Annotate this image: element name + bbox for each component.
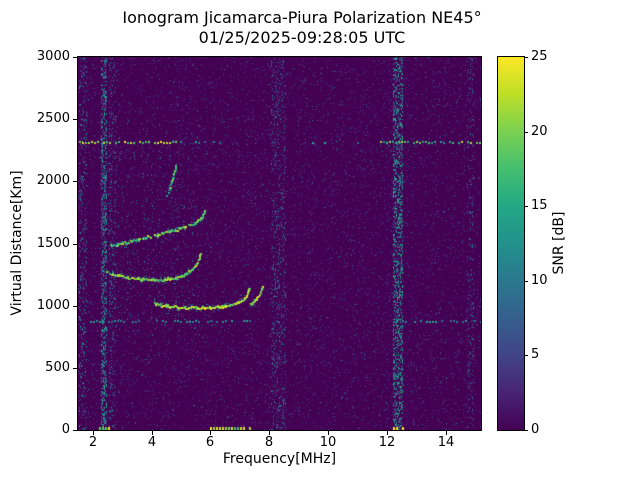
y-tick-mark — [73, 244, 77, 245]
chart-subtitle: 01/25/2025-09:28:05 UTC — [198, 28, 406, 47]
x-tick-mark — [93, 431, 94, 435]
y-tick-mark — [73, 306, 77, 307]
x-tick-label: 14 — [437, 435, 455, 450]
colorbar-tick-mark — [524, 132, 528, 133]
colorbar-tick-mark — [524, 57, 528, 58]
y-tick-mark — [73, 119, 77, 120]
y-axis-label: Virtual Distance[Km] — [9, 170, 25, 316]
y-tick-label: 0 — [61, 422, 70, 437]
x-tick-label: 2 — [88, 435, 98, 450]
x-tick-mark — [387, 431, 388, 435]
colorbar-tick-mark — [524, 355, 528, 356]
plot-frame — [77, 56, 482, 431]
x-tick-label: 6 — [205, 435, 215, 450]
chart-title: Ionogram Jicamarca-Piura Polarization NE… — [122, 8, 482, 27]
y-tick-label: 1500 — [36, 236, 70, 251]
colorbar-tick-mark — [524, 281, 528, 282]
x-tick-label: 4 — [147, 435, 157, 450]
colorbar-tick-label: 25 — [531, 49, 548, 64]
colorbar-tick-mark — [524, 206, 528, 207]
y-tick-mark — [73, 430, 77, 431]
y-tick-mark — [73, 181, 77, 182]
x-tick-mark — [210, 431, 211, 435]
y-tick-mark — [73, 57, 77, 58]
y-tick-label: 1000 — [36, 298, 70, 313]
x-tick-mark — [446, 431, 447, 435]
x-tick-mark — [328, 431, 329, 435]
colorbar-tick-label: 20 — [531, 124, 548, 139]
x-tick-label: 12 — [378, 435, 396, 450]
y-tick-mark — [73, 368, 77, 369]
x-tick-label: 8 — [264, 435, 274, 450]
colorbar-gradient — [497, 56, 525, 431]
colorbar-tick-label: 5 — [531, 347, 540, 362]
colorbar-tick-label: 0 — [531, 422, 540, 437]
x-axis-label: Frequency[MHz] — [222, 451, 337, 467]
colorbar-label: SNR [dB] — [551, 211, 567, 275]
x-tick-mark — [269, 431, 270, 435]
x-tick-mark — [152, 431, 153, 435]
colorbar-tick-label: 10 — [531, 273, 548, 288]
y-tick-label: 2000 — [36, 173, 70, 188]
colorbar-tick-mark — [524, 430, 528, 431]
colorbar-tick-label: 15 — [531, 198, 548, 213]
x-tick-label: 10 — [319, 435, 337, 450]
y-tick-label: 2500 — [36, 111, 70, 126]
y-tick-label: 3000 — [36, 49, 70, 64]
ionogram-heatmap — [78, 57, 481, 430]
y-tick-label: 500 — [45, 360, 70, 375]
